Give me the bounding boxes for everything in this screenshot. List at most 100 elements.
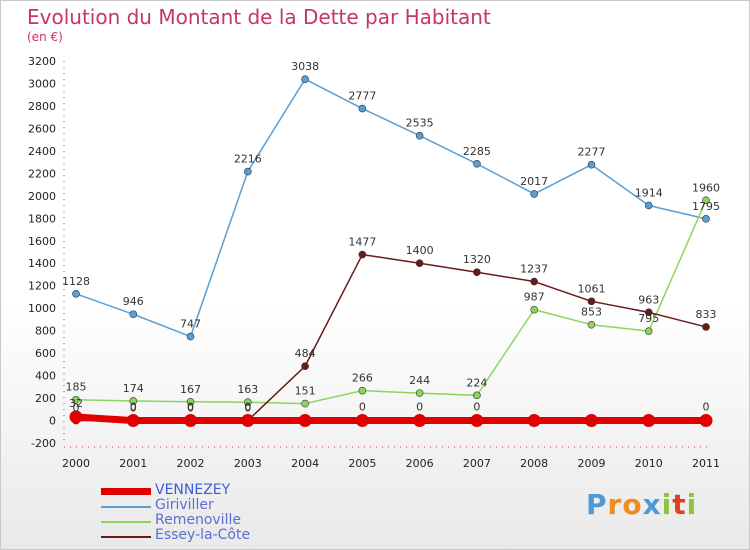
data-point — [415, 131, 424, 140]
data-label: 963 — [638, 293, 659, 306]
legend-swatch — [101, 488, 151, 495]
data-point — [301, 362, 309, 370]
legend-swatch — [101, 521, 151, 523]
data-point — [129, 310, 138, 319]
x-tick-label: 2007 — [463, 457, 491, 470]
legend-label: Remenoville — [155, 512, 241, 528]
data-label: 0 — [703, 401, 710, 414]
data-point — [72, 395, 80, 404]
logo-letter: o — [622, 488, 643, 521]
data-label: 1400 — [406, 244, 434, 257]
data-point — [129, 397, 138, 405]
data-label: 1914 — [635, 186, 663, 199]
logo-letter: P — [586, 488, 608, 521]
data-point — [473, 160, 481, 168]
data-label: 3038 — [291, 60, 319, 73]
data-label: 747 — [180, 318, 201, 331]
data-label: 0 — [244, 402, 251, 415]
data-point — [702, 196, 710, 205]
data-point — [530, 277, 538, 286]
logo-letter: i — [686, 488, 698, 521]
data-label: 2535 — [406, 117, 434, 130]
data-point — [527, 414, 541, 428]
data-point — [699, 414, 713, 428]
y-tick-label: 1400 — [28, 257, 56, 270]
x-tick-label: 2008 — [520, 457, 548, 470]
legend-label: Giriviller — [155, 497, 214, 513]
data-point — [644, 201, 653, 210]
y-tick-label: 2200 — [28, 167, 56, 180]
data-label: 224 — [466, 376, 487, 389]
data-label: 1061 — [577, 282, 605, 295]
legend-label: Essey-la-Côte — [155, 527, 251, 543]
y-tick-label: 2000 — [28, 190, 56, 203]
data-label: 987 — [524, 291, 545, 304]
data-point — [644, 327, 653, 336]
data-point — [702, 323, 710, 331]
data-point — [126, 414, 140, 428]
data-point — [358, 250, 367, 259]
data-point — [301, 75, 309, 84]
data-point — [301, 399, 309, 408]
data-label: 484 — [295, 347, 316, 360]
y-tick-label: 2600 — [28, 122, 56, 135]
data-label: 167 — [180, 383, 201, 396]
y-tick-label: 200 — [35, 392, 56, 405]
data-label: 795 — [638, 312, 659, 325]
data-point — [530, 190, 538, 198]
data-label: 0 — [130, 401, 137, 414]
data-point — [186, 332, 195, 341]
y-tick-label: 2400 — [28, 145, 56, 158]
data-point — [244, 167, 252, 176]
data-point — [530, 305, 538, 314]
y-tick-label: 1000 — [28, 302, 56, 315]
y-tick-label: 0 — [49, 415, 56, 428]
x-tick-label: 2001 — [119, 457, 147, 470]
data-label: 1795 — [692, 200, 720, 213]
data-label: 0 — [73, 402, 80, 415]
proxiti-logo: Proxiti — [586, 488, 697, 521]
x-tick-label: 2010 — [635, 457, 663, 470]
data-point — [587, 320, 596, 329]
data-point — [644, 308, 653, 317]
x-tick-label: 2004 — [291, 457, 319, 470]
data-point — [473, 391, 481, 400]
data-point — [358, 386, 367, 395]
legend-swatch — [101, 506, 151, 508]
data-point — [69, 410, 83, 424]
data-label: 1128 — [62, 275, 90, 288]
logo-letter: t — [672, 488, 687, 521]
data-label: 1960 — [692, 181, 720, 194]
logo-letter: i — [661, 488, 673, 521]
series-line — [76, 253, 707, 422]
logo-letter: x — [642, 488, 662, 521]
y-tick-label: 1600 — [28, 235, 56, 248]
x-tick-label: 2000 — [62, 457, 90, 470]
chart-title: Evolution du Montant de la Dette par Hab… — [27, 5, 491, 29]
data-point — [642, 414, 656, 428]
data-label: 2017 — [520, 175, 548, 188]
y-tick-label: -200 — [31, 437, 56, 450]
data-label: 266 — [352, 372, 373, 385]
data-label: 0 — [416, 401, 423, 414]
y-tick-label: 600 — [35, 347, 56, 360]
data-label: 32 — [69, 397, 83, 410]
data-label: 185 — [66, 381, 87, 394]
data-point — [72, 289, 80, 298]
data-point — [587, 297, 596, 306]
data-point — [184, 414, 198, 428]
x-tick-label: 2011 — [692, 457, 720, 470]
y-tick-label: 1800 — [28, 212, 56, 225]
data-label: 833 — [696, 308, 717, 321]
series-line — [75, 200, 707, 405]
data-label: 1237 — [520, 263, 548, 276]
unit-label: (en €) — [27, 30, 63, 44]
data-label: 2216 — [234, 153, 262, 166]
data-label: 0 — [473, 401, 480, 414]
data-label: 1477 — [348, 236, 376, 249]
y-tick-label: 400 — [35, 370, 56, 383]
y-tick-label: 1200 — [28, 280, 56, 293]
data-point — [241, 414, 255, 428]
y-tick-label: 3200 — [28, 55, 56, 68]
data-label: 244 — [409, 374, 430, 387]
